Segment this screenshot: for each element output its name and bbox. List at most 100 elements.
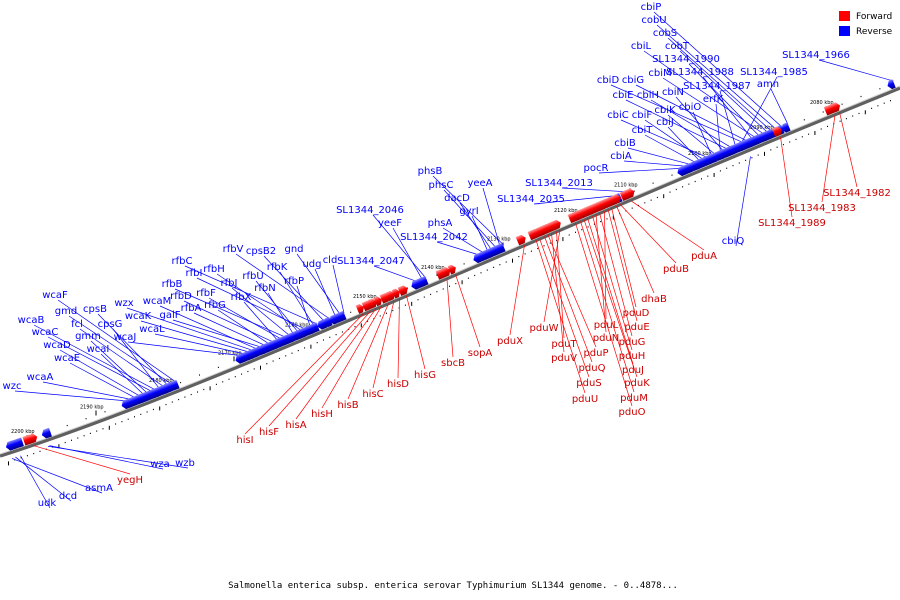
reverse-gene-label[interactable]: rfbX [231,292,252,303]
reverse-gene-label[interactable]: rfbB [162,279,183,290]
reverse-gene-label[interactable]: pocR [584,163,609,174]
reverse-gene-label[interactable]: cbiT [632,125,654,136]
reverse-gene-label[interactable]: cbiF [632,110,653,121]
reverse-gene-label[interactable]: wcaK [125,311,152,322]
reverse-gene-label[interactable]: rfbH [203,264,225,275]
reverse-gene-label[interactable]: SL1344_2046 [336,205,404,216]
reverse-gene-label[interactable]: SL1344_2013 [525,178,593,189]
reverse-gene-label[interactable]: cobU [641,15,666,26]
forward-gene-label[interactable]: hisD [387,379,409,390]
forward-gene-label[interactable]: hisH [311,409,333,420]
reverse-gene-label[interactable]: gmd [55,306,77,317]
reverse-gene-label[interactable]: yeeA [467,178,492,189]
forward-gene-label[interactable]: hisC [362,389,383,400]
forward-gene-label[interactable]: pduM [620,393,648,404]
forward-gene-label[interactable]: SL1344_1983 [788,203,856,214]
reverse-gene-label[interactable]: rfbN [254,283,275,294]
reverse-gene-label[interactable]: cbiL [631,41,652,52]
reverse-gene-label[interactable]: SL1344_2035 [497,194,565,205]
reverse-gene-label[interactable]: rfbA [181,303,202,314]
reverse-gene-label[interactable]: SL1344_1966 [782,50,850,61]
reverse-gene-label[interactable]: SL1344_1987 [683,81,751,92]
forward-gene-label[interactable]: hisA [285,420,306,431]
reverse-gene-label[interactable]: rfbU [242,271,263,282]
reverse-gene-label[interactable]: cbiC [607,110,629,121]
reverse-gene-label[interactable]: cbiQ [722,236,745,247]
reverse-gene-label[interactable]: wcaI [87,344,110,355]
reverse-gene-label[interactable]: rfbI [186,268,203,279]
reverse-gene-label[interactable]: cbiE [613,90,634,101]
forward-gene-label[interactable]: pduE [624,322,649,333]
reverse-gene-label[interactable]: fcl [71,319,83,330]
forward-gene-label[interactable]: pduW [530,323,559,334]
forward-gene-label[interactable]: yegH [117,475,143,486]
reverse-gene-label[interactable]: cbiK [654,105,676,116]
forward-gene-label[interactable]: sopA [468,348,493,359]
reverse-gene-label[interactable]: SL1344_1985 [740,67,808,78]
reverse-gene-label[interactable]: cbiP [641,2,662,13]
reverse-gene-label[interactable]: yeeF [378,218,402,229]
forward-gene-label[interactable]: pduA [691,251,717,262]
forward-gene-label[interactable]: dhaB [641,294,667,305]
forward-gene-label[interactable]: hisG [414,370,436,381]
reverse-gene-label[interactable]: SL1344_1988 [666,67,734,78]
forward-gene-label[interactable]: pduT [551,339,577,350]
reverse-gene-label[interactable]: cbiM [648,68,671,79]
forward-gene-label[interactable]: pduV [551,353,577,364]
forward-gene-label[interactable]: sbcB [441,358,465,369]
forward-gene-label[interactable]: pduH [619,351,646,362]
reverse-gene-label[interactable]: rfbV [223,244,244,255]
reverse-gene-label[interactable]: wcaJ [114,332,137,343]
forward-gene-label[interactable]: pduG [619,337,646,348]
reverse-gene-label[interactable]: cbiD [597,75,620,86]
reverse-gene-label[interactable]: wcaC [32,327,59,338]
reverse-gene-label[interactable]: cobS [653,28,677,39]
forward-gene-label[interactable]: pduX [497,336,523,347]
reverse-gene-label[interactable]: cpsG [98,319,123,330]
reverse-gene-label[interactable]: gmm [75,331,101,342]
forward-gene-label[interactable]: hisI [236,435,253,446]
reverse-gene-label[interactable]: wcaD [43,340,71,351]
reverse-gene-label[interactable]: amn [757,79,779,90]
forward-gene-label[interactable]: SL1344_1989 [758,218,826,229]
reverse-gene-label[interactable]: cbiH [637,90,659,101]
reverse-gene-label[interactable]: udg [302,259,321,270]
reverse-gene-label[interactable]: dcd [59,491,77,502]
reverse-gene-label[interactable]: phsC [429,180,454,191]
forward-gene-label[interactable]: pduL [594,320,619,331]
reverse-gene-label[interactable]: cbiG [622,75,644,86]
reverse-gene-label[interactable]: wcaF [42,290,68,301]
reverse-gene-label[interactable]: wzb [175,458,195,469]
reverse-gene-label[interactable]: SL1344_2047 [337,256,405,267]
reverse-gene-label[interactable]: wcaB [18,315,45,326]
reverse-gene-label[interactable]: rfbJ [221,278,238,289]
forward-gene-label[interactable]: pduO [619,407,646,418]
forward-gene-label[interactable]: pduN [593,333,620,344]
reverse-gene-label[interactable]: cld [323,255,338,266]
forward-gene-label[interactable]: pduB [663,264,689,275]
reverse-gene-label[interactable]: cbiB [614,138,636,149]
reverse-gene-label[interactable]: wza [150,459,170,470]
forward-gene-label[interactable]: pduS [576,378,601,389]
forward-gene-label[interactable]: hisB [337,400,358,411]
reverse-gene-label[interactable]: galF [159,310,180,321]
reverse-gene-label[interactable]: udk [38,498,57,509]
reverse-gene-label[interactable]: rfbD [170,291,192,302]
reverse-gene-label[interactable]: phsA [428,218,453,229]
reverse-gene-label[interactable]: rfbG [204,300,226,311]
forward-gene-label[interactable]: pduU [572,394,598,405]
reverse-gene-label[interactable]: SL1344_2042 [400,232,468,243]
reverse-gene-label[interactable]: cpsB2 [246,246,276,257]
forward-gene-label[interactable]: pduD [623,308,650,319]
forward-gene-label[interactable]: pduP [583,348,608,359]
reverse-gene-label[interactable]: erfK [703,94,724,105]
forward-gene-label[interactable]: hisF [259,427,279,438]
reverse-gene-label[interactable]: dacD [444,193,470,204]
forward-gene-label[interactable]: pduK [624,378,650,389]
reverse-gene-label[interactable]: cbiA [610,151,632,162]
reverse-gene-label[interactable]: phsB [418,166,443,177]
reverse-gene-label[interactable]: wcaM [143,296,171,307]
reverse-gene-label[interactable]: cobT [665,41,690,52]
reverse-gene-label[interactable]: wzc [3,381,22,392]
forward-gene-label[interactable]: pduQ [579,363,606,374]
